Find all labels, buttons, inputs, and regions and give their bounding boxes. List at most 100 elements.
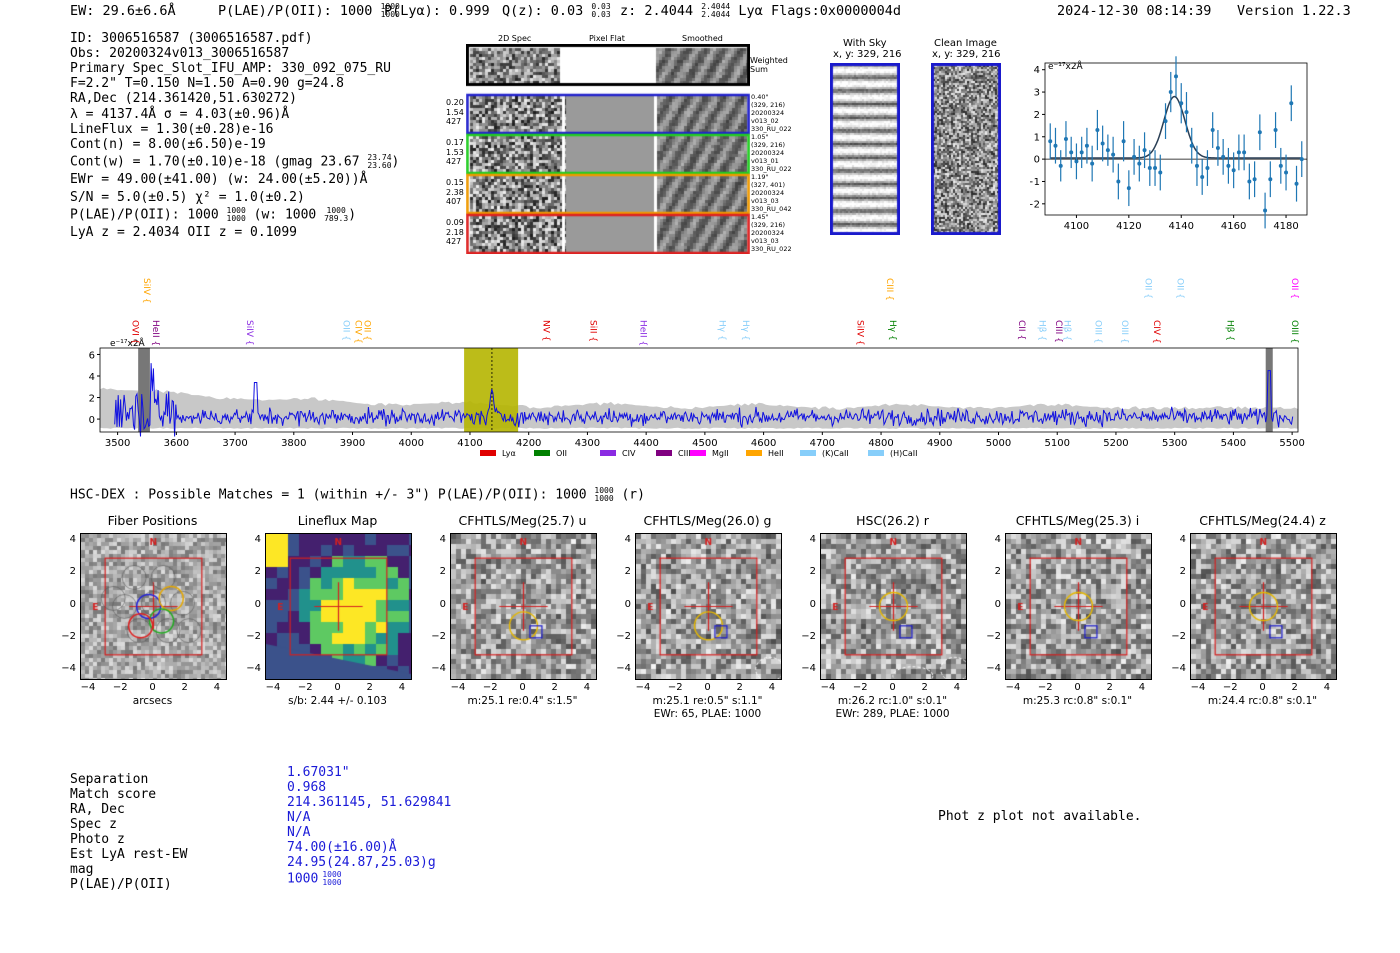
cutout-row-meta: 1.45" <box>751 213 769 221</box>
spectrum-xtick-label: 5400 <box>1221 438 1246 449</box>
zoom-ytick-label: 4 <box>1034 65 1040 76</box>
info-lambda: λ = 4137.4Å σ = 4.03(±0.96)Å <box>70 107 290 122</box>
header-timestamp: 2024-12-30 08:14:39 <box>1057 3 1212 19</box>
spectrum-xtick-label: 4900 <box>927 438 952 449</box>
spectrum-xtick-label: 4200 <box>516 438 541 449</box>
hsc-xtick-label: 4 <box>768 682 776 693</box>
hsc-xtick-label: 0 <box>1074 682 1081 693</box>
hsc-xtick-label: 0 <box>704 682 711 693</box>
cutout-row-stat: 1.53 <box>446 147 464 157</box>
match-field-value: 1000 1000 1000 <box>287 871 342 887</box>
match-field-label: Est LyA rest-EW <box>70 847 188 862</box>
cutout-row-meta: (329, 216) <box>751 101 786 109</box>
spectrum-frame <box>99 347 1299 433</box>
spectrum-masked-region <box>1265 348 1273 432</box>
spectrum-xtick-label: 5100 <box>1044 438 1069 449</box>
hsc-panel-title: CFHTLS/Meg(26.0) g <box>643 513 772 528</box>
info-sn: S/N = 5.0(±0.5) χ² = 1.0(±0.2) <box>70 190 305 205</box>
hsc-xtick-label: −2 <box>112 682 128 693</box>
info-primary: Primary Spec_Slot_IFU_AMP: 330_092_075_R… <box>70 61 391 76</box>
spectrum-xtick-label: 4000 <box>399 438 424 449</box>
cutout-row-meta: 330_RU_022 <box>751 245 792 253</box>
hsc-ytick-label: −2 <box>616 630 631 642</box>
cutout-row-stat: 2.38 <box>446 187 464 197</box>
zoom-data-point <box>1137 161 1142 166</box>
with-sky-title: With Sky <box>843 38 887 49</box>
zoom-data-point <box>1048 139 1053 144</box>
zoom-data-point <box>1121 139 1126 144</box>
spectrum-line-label: SiIV { <box>244 320 254 346</box>
zoom-data-point <box>1231 168 1236 173</box>
match-field-label: P(LAE)/P(OII) <box>70 877 172 892</box>
match-field-value: N/A <box>287 825 310 841</box>
hsc-ytick-label: 4 <box>809 534 816 546</box>
spectrum-legend-label: OII <box>556 449 567 458</box>
spectrum-line-label: Hβ { <box>1037 320 1047 341</box>
with-sky-image <box>830 63 900 235</box>
hsc-panel-title: Fiber Positions <box>107 513 198 528</box>
zoom-data-point <box>1278 163 1283 168</box>
zoom-data-point <box>1236 150 1241 155</box>
zoom-data-point <box>1116 179 1121 184</box>
cutout-row-stat: 427 <box>446 157 462 166</box>
hsc-ytick-label: −2 <box>246 630 261 642</box>
hsc-xtick-label: −4 <box>450 682 466 693</box>
zoom-data-point <box>1284 170 1289 175</box>
hsc-xtick-label: 2 <box>736 682 743 693</box>
info-lyaz: LyA z = 2.4034 OII z = 0.1099 <box>70 225 297 240</box>
header-flags: Flags:0x0000004d <box>771 3 902 19</box>
zoom-data-point <box>1215 145 1220 150</box>
zoom-data-point <box>1058 163 1063 168</box>
hsc-xtick-label: 0 <box>149 682 156 693</box>
zoom-data-point <box>1194 163 1199 168</box>
zoom-data-point <box>1142 148 1147 153</box>
spectrum-line-label: OIII { <box>1289 320 1299 344</box>
spectrum-xtick-label: 4800 <box>868 438 893 449</box>
zoom-data-point <box>1210 128 1215 133</box>
spectrum-legend-label: HeII <box>768 449 784 458</box>
match-field-value: 214.361145, 51.629841 <box>287 795 451 811</box>
zoom-data-point <box>1252 177 1257 182</box>
match-value-text: 0.968 <box>287 780 327 795</box>
cutout-row-meta: 1.19" <box>751 173 769 181</box>
spectrum-ytick-label: 0 <box>89 415 95 426</box>
spectrum-line-label: CIII { <box>1053 320 1063 343</box>
zoom-xtick-label: 4140 <box>1169 221 1194 232</box>
hsc-xtick-label: 2 <box>551 682 558 693</box>
zoom-ylabel: e⁻¹⁷x2Å <box>1048 62 1083 72</box>
match-field-value: N/A <box>287 810 310 826</box>
hsc-xtick-label: −4 <box>1190 682 1206 693</box>
hsc-panel-title: CFHTLS/Meg(24.4) z <box>1199 513 1326 528</box>
hsc-xtick-label: 4 <box>398 682 406 693</box>
info-obs: Obs: 20200324v013_3006516587 <box>70 46 290 61</box>
cutout-row-meta: 20200324 <box>751 189 785 197</box>
hsc-ytick-label: 2 <box>254 566 261 578</box>
cutout-row-right-label: 0.40" (329, 216) 20200324 v013_02 330_RU_022 <box>751 93 792 133</box>
cutout-row-meta: (329, 216) <box>751 141 786 149</box>
zoom-ytick-label: 3 <box>1034 88 1040 99</box>
match-field-value: 0.968 <box>287 780 327 796</box>
cutout-row-meta: 20200324 <box>751 229 785 237</box>
zoom-xtick-label: 4120 <box>1116 221 1141 232</box>
zoom-data-point <box>1147 166 1152 171</box>
cutout-row-stat: 2.18 <box>446 227 464 237</box>
match-field-label: Spec z <box>70 817 117 832</box>
hsc-xtick-label: −4 <box>1005 682 1021 693</box>
hsc-xtick-label: −4 <box>265 682 281 693</box>
cutout-row-left-label: 0.17 1.53 427 <box>446 138 464 167</box>
info-fwhm: F=2.2" T=0.150 N=1.50 A=0.90 g=24.8 <box>70 76 344 91</box>
hsc-panel-footer: m:25.1 re:0.5" s:1.1" <box>652 695 763 707</box>
spectrum-legend-swatch <box>746 450 762 456</box>
cutout-row-stat: 407 <box>446 197 462 206</box>
zoom-data-point <box>1079 150 1084 155</box>
hsc-xtick-label: 2 <box>921 682 928 693</box>
hsc-xtick-label: −4 <box>820 682 836 693</box>
hsc-panel-title: Lineflux Map <box>297 513 378 528</box>
hsc-panel-footer: m:24.4 rc:0.8" s:0.1" <box>1207 695 1318 707</box>
col-label-smoothed: Smoothed <box>682 34 723 43</box>
hsc-panel-title: HSC(26.2) r <box>856 513 929 528</box>
info-radec: RA,Dec (214.361420,51.630272) <box>70 91 297 106</box>
hsc-xtick-label: 2 <box>366 682 373 693</box>
hsc-ytick-label: 2 <box>809 566 816 578</box>
spectrum-line-label: Hβ { <box>1061 320 1071 341</box>
